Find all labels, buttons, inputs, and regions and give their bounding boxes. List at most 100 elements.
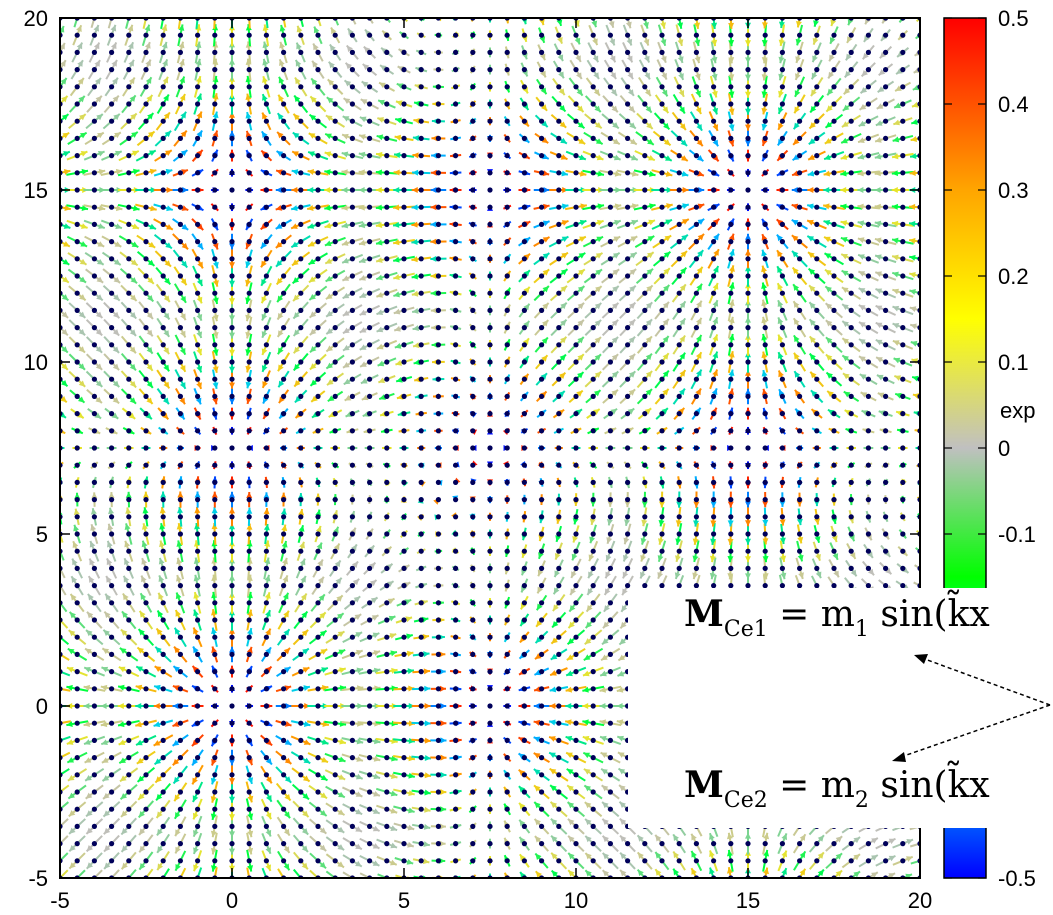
vector-arrow-head [211,491,218,498]
vector-arrow-head [522,103,529,111]
vector-arrow-head [313,43,319,51]
vector-arrow-head [115,168,123,175]
vector-arrow-head [51,775,58,781]
vector-arrow-head [124,523,131,530]
vector-arrow-head [533,753,541,759]
vector-arrow-head [407,668,414,675]
vector-arrow-head [551,637,558,644]
vector-arrow-head [229,366,235,373]
vector-arrow-head [557,54,564,62]
vector-arrow-head [165,242,172,249]
vector-arrow-head [277,312,284,320]
vector-arrow-head [194,523,201,530]
vector-arrow-head [301,845,308,852]
vector-arrow-head [284,685,292,692]
vector-arrow-head [146,312,153,319]
vector-arrow-head [50,685,56,691]
vector-arrow [60,635,70,646]
vector-arrow-head [96,276,104,283]
vector-arrow-head [122,593,129,601]
vector-arrow-head [146,397,153,404]
vector-arrow-head [85,792,93,799]
vector-arrow-head [408,772,415,779]
vector-arrow-head [247,628,253,635]
vector-arrow-head [172,703,179,709]
vector-arrow-head [302,810,309,818]
vector-arrow-head [518,786,526,793]
vector-arrow-head [61,346,68,353]
vector-arrow-head [407,824,415,831]
vector-arrow-head [519,819,526,827]
vector-arrow-head [284,739,292,745]
vector-arrow-head [212,7,218,13]
vector-arrow-head [310,379,317,386]
vector-arrow [60,583,67,596]
vector-arrow-head [284,881,290,888]
vector-arrow-head [172,721,180,727]
vector-arrow-head [394,325,401,332]
vector-arrow-head [430,221,437,228]
vector-arrow-head [560,319,567,327]
vector-arrow-head [522,69,528,77]
vector-arrow-head [421,616,429,623]
vector-arrow-head [265,881,271,888]
vector-arrow-head [293,346,300,354]
vector-arrow-head [128,412,136,419]
vector-arrow-head [146,329,153,337]
vector-arrow-head [112,329,120,336]
vector-arrow-head [89,558,95,566]
vector-arrow [325,870,337,878]
vector-arrow-head [133,205,140,212]
vector-arrow-head [321,667,328,673]
vector-arrow-head [360,99,368,105]
vector-arrow-head [73,524,80,532]
vector-arrow-head [393,239,400,246]
vector-arrow-head [430,169,437,176]
vector-arrow-head [196,279,203,286]
vector-arrow-head [541,137,549,144]
vector-arrow-head [229,507,235,514]
vector-arrow-head [376,343,384,350]
vector-arrow-head [424,737,431,744]
vector-arrow-head [311,78,318,85]
vector-arrow-head [179,76,185,84]
vector-arrow-head [197,261,203,269]
vector-arrow-head [121,845,128,852]
vector-arrow-head [49,721,55,727]
vector-arrow-head [193,847,199,854]
vector-arrow-head [262,94,268,101]
vector-arrow-head [439,823,446,830]
vector-arrow-head [373,790,380,797]
vector-arrow-head [146,381,153,388]
vector-arrow [60,751,71,759]
vector-arrow-head [540,70,546,78]
vector-arrow-head [163,347,170,355]
vector-arrow-head [324,240,332,247]
vector-arrow-head [320,649,328,655]
vector-arrow-head [102,775,110,782]
vector-arrow-head [120,793,128,800]
vector-arrow-head [108,507,115,515]
vector-arrow-head [558,372,566,380]
vector-arrow-head [537,569,544,577]
vector-arrow-head [262,76,268,83]
vector-arrow-head [245,381,252,389]
vector-arrow-head [156,793,163,801]
vector-arrow-head [246,523,253,530]
vector-arrow-head [542,220,550,227]
vector-arrow-head [129,380,137,388]
vector-arrow-head [77,412,84,419]
vector-arrow-head [115,205,123,212]
vector-arrow-head [423,823,431,830]
vector-arrow-head [375,187,382,193]
vector-arrow-head [440,806,447,813]
vector-arrow-head [518,769,526,776]
vector-arrow-head [95,380,103,387]
vector-arrow [60,818,69,828]
vector-arrow-head [371,615,379,621]
vector-arrow-head [131,259,138,266]
vector-arrow-head [78,380,86,387]
vector-arrow-head [160,491,167,498]
vector-arrow-head [396,83,404,89]
vector-arrow-head [144,7,150,14]
